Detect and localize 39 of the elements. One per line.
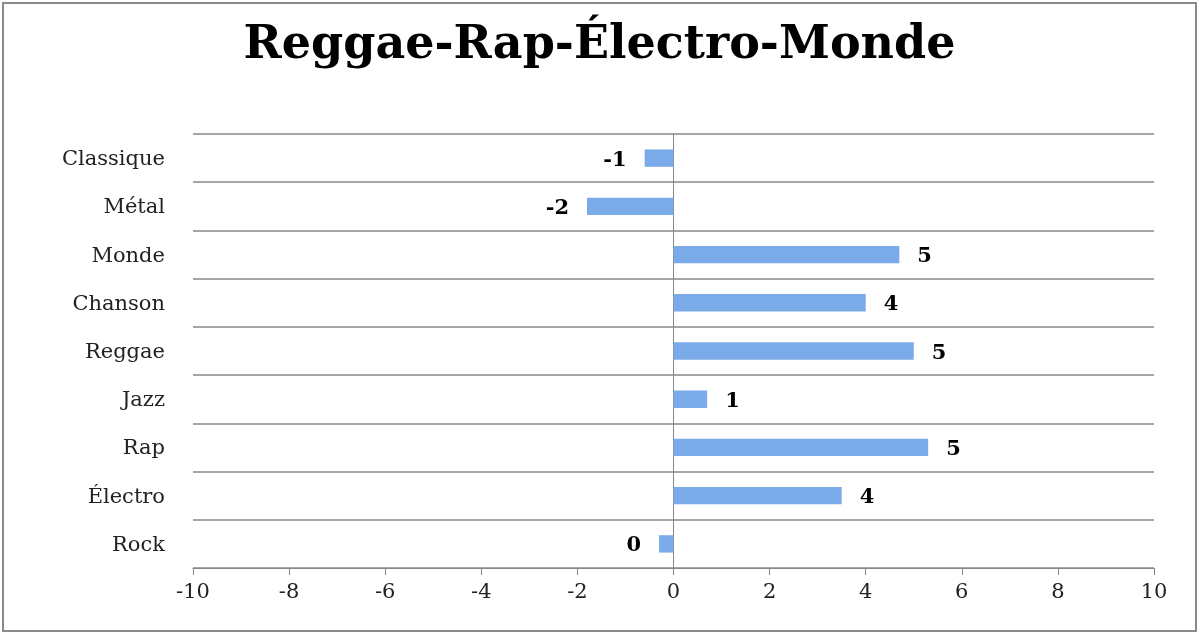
bar [673,294,866,312]
y-tick-label: Métal [103,194,166,219]
x-tick-label: -2 [567,578,588,603]
bar [659,535,674,553]
x-tick-label: -10 [176,578,210,603]
y-tick-label: Rap [122,435,165,460]
y-tick-label: Chanson [72,290,165,315]
x-tick-label: -8 [278,578,300,603]
chart-title: Reggae-Rap-Électro-Monde [243,14,956,69]
bar [673,390,708,408]
x-tick-label: -6 [374,578,396,603]
data-label: 0 [626,531,642,557]
y-tick-label: Monde [91,242,165,267]
data-label: 4 [883,290,899,316]
y-tick-label: Classique [62,146,165,171]
bar [673,342,914,360]
bar [673,438,929,457]
data-label: -1 [603,145,627,171]
y-tick-label: Électro [87,483,165,508]
bar [644,149,674,167]
data-label: 5 [917,242,932,268]
data-label: 4 [859,483,875,509]
data-label: -2 [545,193,570,219]
x-tick-label: 8 [1051,578,1065,603]
bar [587,197,674,216]
x-tick-label: 6 [955,578,969,603]
data-label: 1 [725,386,740,412]
x-tick-label: 4 [859,578,873,603]
bar [673,486,842,505]
x-tick-label: -4 [471,578,492,603]
bar [673,245,900,264]
x-tick-label: 2 [762,578,777,603]
y-tick-label: Reggae [84,339,165,363]
x-tick-label: 10 [1140,578,1168,603]
data-label: 5 [946,434,961,460]
y-tick-label: Rock [112,531,166,556]
data-label: 5 [931,338,947,364]
y-tick-label: Jazz [119,387,165,412]
x-tick-label: 0 [666,578,681,603]
